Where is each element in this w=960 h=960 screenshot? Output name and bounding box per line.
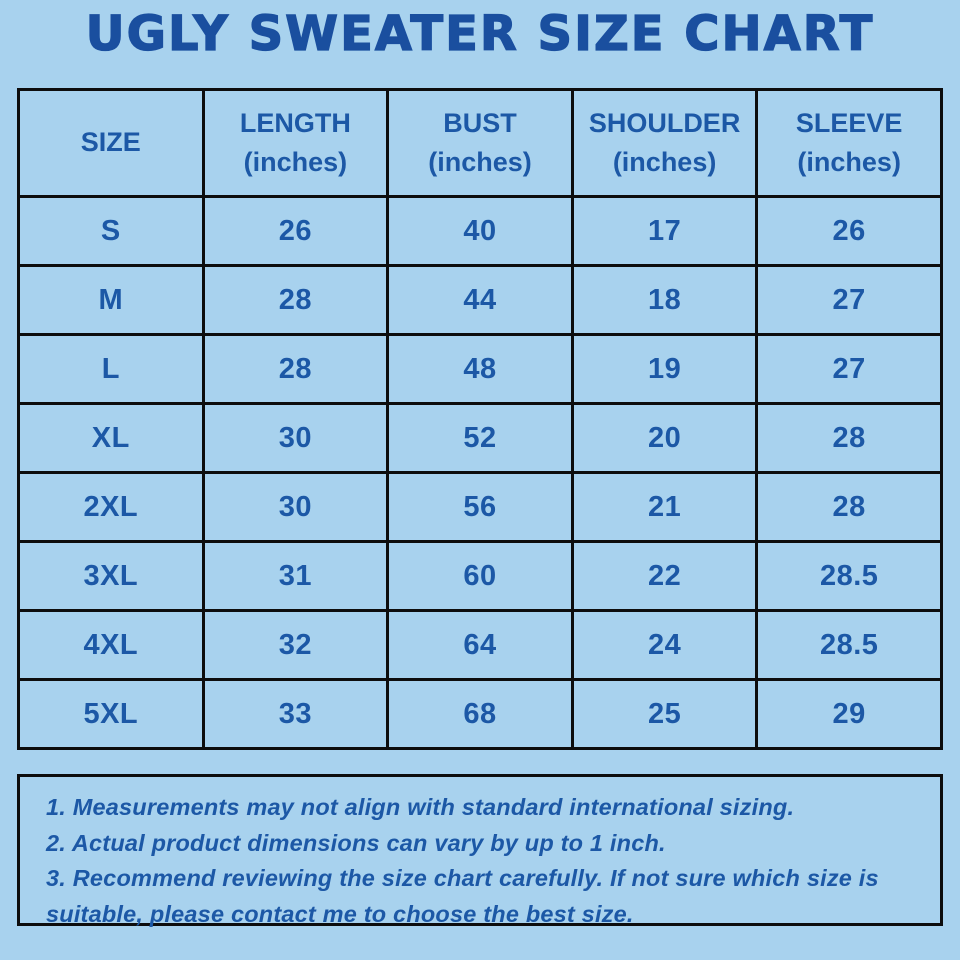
size-cell: L [17,333,205,405]
shoulder-cell: 18 [570,264,759,336]
length-cell: 33 [201,678,390,750]
note-item-3: 3. Recommend reviewing the size chart ca… [46,865,879,928]
note-item-2: 2. Actual product dimensions can vary by… [46,829,666,856]
column-header-bust: BUST (inches) [386,88,574,198]
column-header-unit: (inches) [428,147,532,177]
table-row-2xl: 2XL 30 56 21 28 [17,471,943,543]
column-header-length: LENGTH (inches) [201,88,390,198]
table-row-4xl: 4XL 32 64 24 28.5 [17,609,943,681]
size-cell: 5XL [17,678,205,750]
shoulder-cell: 19 [570,333,759,405]
size-cell: S [17,195,205,267]
sleeve-cell: 28 [755,471,943,543]
bust-cell: 64 [386,609,574,681]
length-cell: 28 [201,264,390,336]
shoulder-cell: 24 [570,609,759,681]
column-header-size: SIZE [17,88,205,198]
table-row-xl: XL 30 52 20 28 [17,402,943,474]
bust-cell: 52 [386,402,574,474]
sleeve-cell: 28 [755,402,943,474]
length-cell: 30 [201,402,390,474]
size-cell: XL [17,402,205,474]
bust-cell: 40 [386,195,574,267]
shoulder-cell: 22 [570,540,759,612]
column-header-label: BUST [443,107,517,138]
shoulder-cell: 17 [570,195,759,267]
note-item-1: 1. Measurements may not align with stand… [46,794,795,820]
column-header-label: SLEEVE [795,107,903,138]
column-header-label: SIZE [80,127,141,158]
shoulder-cell: 20 [570,402,759,474]
shoulder-cell: 25 [570,678,759,750]
length-cell: 30 [201,471,390,543]
sleeve-cell: 28.5 [755,609,943,681]
sleeve-cell: 29 [755,678,943,750]
table-row-s: S 26 40 17 26 [17,195,943,267]
sleeve-cell: 28.5 [755,540,943,612]
page-title: UGLY SWEATER SIZE CHART [85,5,875,62]
sleeve-cell: 27 [755,264,943,336]
shoulder-cell: 21 [570,471,759,543]
table-row-l: L 28 48 19 27 [17,333,943,405]
length-cell: 26 [201,195,390,267]
bust-cell: 48 [386,333,574,405]
column-header-label: LENGTH [239,107,351,138]
column-header-unit: (inches) [797,147,901,177]
table-row-m: M 28 44 18 27 [17,264,943,336]
sleeve-cell: 26 [755,195,943,267]
size-chart-table: SIZE LENGTH (inches) BUST (inches) SHOUL… [17,88,943,750]
bust-cell: 44 [386,264,574,336]
length-cell: 28 [201,333,390,405]
sleeve-cell: 27 [755,333,943,405]
notes-box: 1. Measurements may not align with stand… [17,774,943,927]
size-cell: 2XL [17,471,205,543]
bust-cell: 56 [386,471,574,543]
table-row-3xl: 3XL 31 60 22 28.5 [17,540,943,612]
size-cell: M [17,264,205,336]
size-cell: 4XL [17,609,205,681]
table-header-row: SIZE LENGTH (inches) BUST (inches) SHOUL… [17,88,943,198]
column-header-label: SHOULDER [588,107,741,138]
column-header-unit: (inches) [243,147,348,177]
column-header-sleeve: SLEEVE (inches) [755,88,943,198]
length-cell: 32 [201,609,390,681]
bust-cell: 68 [386,678,574,750]
size-cell: 3XL [17,540,205,612]
length-cell: 31 [201,540,390,612]
column-header-unit: (inches) [612,147,717,177]
bust-cell: 60 [386,540,574,612]
column-header-shoulder: SHOULDER (inches) [570,88,759,198]
table-row-5xl: 5XL 33 68 25 29 [17,678,943,750]
